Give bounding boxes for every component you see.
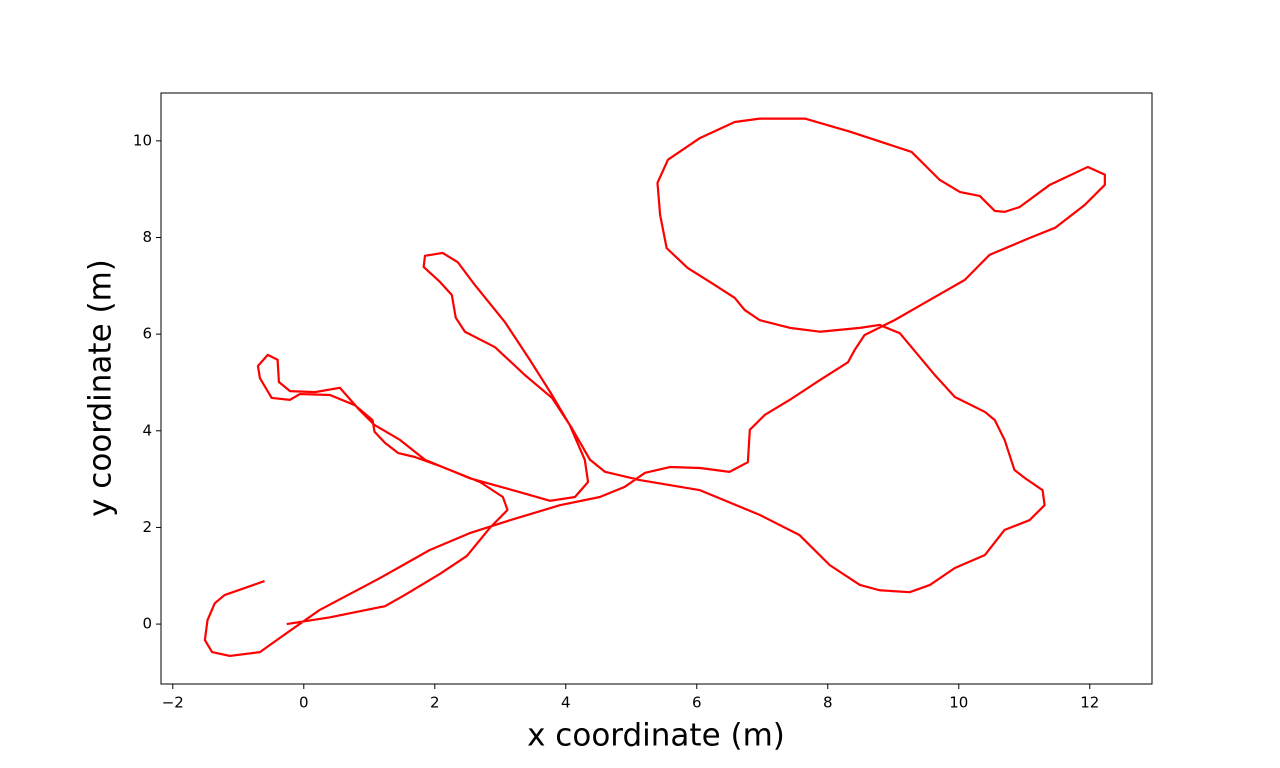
plot-frame	[160, 92, 1153, 685]
x-tick-label: 10	[949, 694, 968, 712]
x-tick-label: 8	[823, 694, 833, 712]
x-tick-label: 0	[299, 694, 309, 712]
x-tick-label: −2	[162, 694, 184, 712]
trajectory-line	[203, 117, 1106, 658]
x-tick-label: 12	[1080, 694, 1099, 712]
y-tick-label: 2	[142, 518, 152, 536]
x-tick-label: 4	[561, 694, 571, 712]
x-tick-label: 6	[692, 694, 702, 712]
y-tick-label: 8	[142, 228, 152, 246]
y-tick-label: 10	[133, 131, 152, 149]
y-axis-label: y coordinate (m)	[83, 259, 119, 517]
y-tick-label: 0	[142, 615, 152, 633]
y-tick-label: 6	[142, 325, 152, 343]
x-tick-label: 2	[430, 694, 440, 712]
y-tick-label: 4	[142, 421, 152, 439]
x-axis-label: x coordinate (m)	[527, 718, 785, 754]
